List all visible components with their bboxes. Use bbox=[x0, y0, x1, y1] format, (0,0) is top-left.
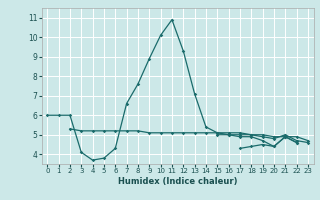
X-axis label: Humidex (Indice chaleur): Humidex (Indice chaleur) bbox=[118, 177, 237, 186]
